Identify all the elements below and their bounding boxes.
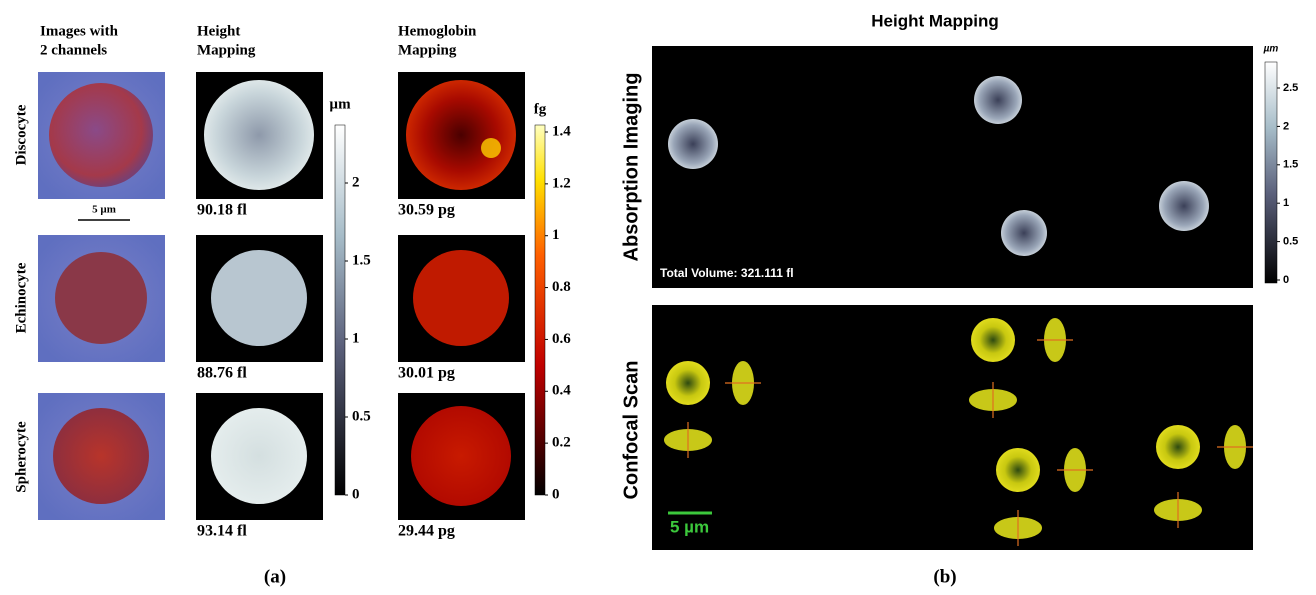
hemoglobin: 30.01 pg <box>398 365 455 382</box>
confocal-cell <box>971 318 1015 362</box>
colorbar-tick-label: 1.4 <box>552 123 571 139</box>
row-label: Absorption Imaging <box>620 73 642 262</box>
column-header: Height <box>197 23 240 39</box>
cell <box>413 250 509 346</box>
column-header: Mapping <box>197 42 256 58</box>
column-header: Images with <box>40 23 119 39</box>
volume: 93.14 fl <box>197 523 247 540</box>
colorbar-tick-label: 2 <box>1283 120 1289 132</box>
confocal-cell <box>996 448 1040 492</box>
hot-spot <box>481 138 501 158</box>
colorbar-tick-label: 0.8 <box>552 279 571 295</box>
confocal-cell <box>1156 425 1200 469</box>
total-volume: Total Volume: 321.111 fl <box>660 266 794 280</box>
cell <box>211 408 307 504</box>
row-label: Echinocyte <box>13 262 29 333</box>
colorbar-tick-label: 1.5 <box>352 252 371 268</box>
scale-bar-label: 5 µm <box>670 517 709 536</box>
column-headers: Images with 2 channels Height Mapping He… <box>40 23 477 58</box>
colorbar-tick-label: 1 <box>552 227 560 243</box>
hemoglobin: 30.59 pg <box>398 202 455 219</box>
row-labels: Discocyte Echinocyte Spherocyte <box>13 104 29 492</box>
colorbar-tick-label: 0.6 <box>552 331 571 347</box>
cell <box>211 250 307 346</box>
cell <box>974 76 1022 124</box>
colorbar-tick-label: 0.4 <box>552 383 571 399</box>
row-label: Confocal Scan <box>620 361 642 500</box>
column-header: 2 channels <box>40 42 107 58</box>
row-label: Discocyte <box>13 104 29 165</box>
colorbar-tick-label: 0 <box>552 486 560 502</box>
column-header: Mapping <box>398 42 457 58</box>
colorbar-tick-label: 0 <box>352 486 360 502</box>
cell <box>411 406 511 506</box>
colorbar-tick-label: 2.5 <box>1283 82 1298 94</box>
cell <box>55 252 147 344</box>
colorbar-tick-label: 1 <box>352 330 360 346</box>
colorbar <box>535 125 545 495</box>
volume: 88.76 fl <box>197 365 247 382</box>
cell <box>49 83 153 187</box>
colorbar <box>335 125 345 495</box>
confocal-cell <box>666 361 710 405</box>
colorbar-tick-label: 0.5 <box>352 408 371 424</box>
cell <box>406 80 516 190</box>
colorbar-ticks: 2 1.5 1 0.5 0 <box>345 174 371 502</box>
colorbar-tick-label: 2 <box>352 174 360 190</box>
colorbar-ticks: 1.4 1.2 1 0.8 0.6 0.4 0.2 0 <box>545 123 571 502</box>
colorbar-tick-label: 1.2 <box>552 175 571 191</box>
colorbar-unit: fg <box>534 101 547 117</box>
figure: Images with 2 channels Height Mapping He… <box>0 0 1316 595</box>
row-label: Spherocyte <box>13 421 29 493</box>
scale-bar-label: 5 µm <box>92 204 116 216</box>
colorbar-tick-label: 0.5 <box>1283 236 1298 248</box>
hemoglobin: 29.44 pg <box>398 523 455 540</box>
colorbar-tick-label: 1 <box>1283 197 1289 209</box>
cell <box>668 119 718 169</box>
colorbar-unit: µm <box>1263 44 1279 55</box>
cell <box>204 80 314 190</box>
colorbar-tick-label: 0 <box>1283 274 1289 286</box>
panel-title: Height Mapping <box>871 11 998 30</box>
colorbar-tick-label: 1.5 <box>1283 159 1298 171</box>
column-header: Hemoglobin <box>398 23 477 39</box>
image-grid <box>38 72 525 520</box>
absorption-image <box>652 46 1253 288</box>
cell <box>1159 181 1209 231</box>
colorbar <box>1265 62 1277 283</box>
colorbar-unit: µm <box>329 96 351 112</box>
colorbar-ticks: 2.5 2 1.5 1 0.5 0 <box>1277 82 1298 286</box>
caption: (b) <box>933 566 956 587</box>
volume: 90.18 fl <box>197 202 247 219</box>
colorbar-tick-label: 0.2 <box>552 435 571 451</box>
cell <box>1001 210 1047 256</box>
cell <box>53 408 149 504</box>
caption: (a) <box>264 566 286 587</box>
